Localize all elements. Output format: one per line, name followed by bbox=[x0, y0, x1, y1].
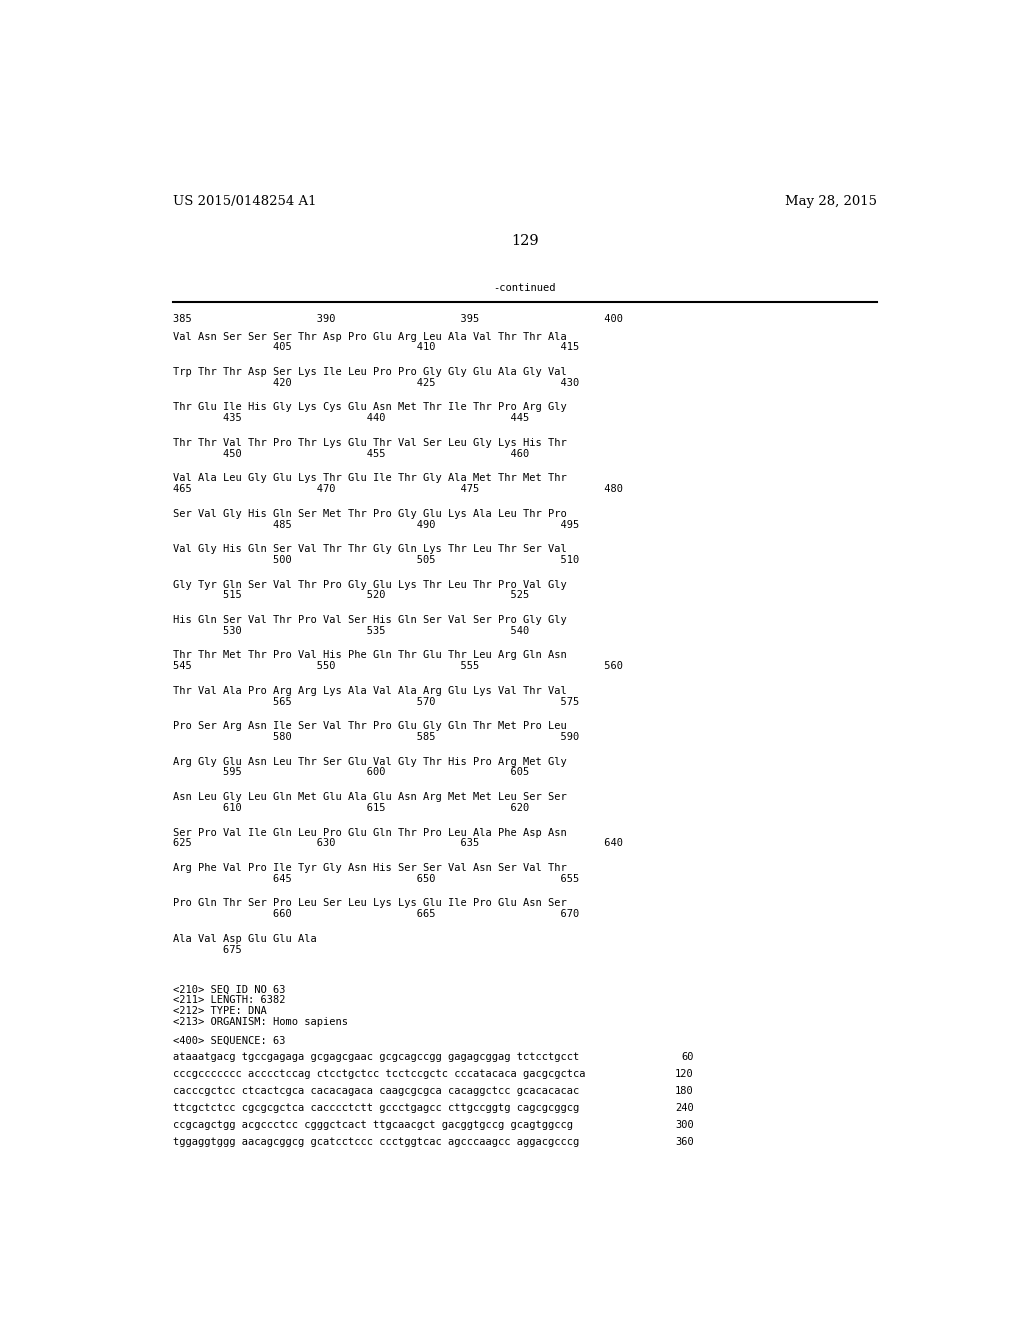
Text: 580                    585                    590: 580 585 590 bbox=[173, 733, 580, 742]
Text: 645                    650                    655: 645 650 655 bbox=[173, 874, 580, 883]
Text: 465                    470                    475                    480: 465 470 475 480 bbox=[173, 484, 623, 494]
Text: May 28, 2015: May 28, 2015 bbox=[784, 195, 877, 209]
Text: 435                    440                    445: 435 440 445 bbox=[173, 413, 529, 424]
Text: Val Ala Leu Gly Glu Lys Thr Glu Ile Thr Gly Ala Met Thr Met Thr: Val Ala Leu Gly Glu Lys Thr Glu Ile Thr … bbox=[173, 474, 566, 483]
Text: 610                    615                    620: 610 615 620 bbox=[173, 803, 529, 813]
Text: -continued: -continued bbox=[494, 284, 556, 293]
Text: Val Gly His Gln Ser Val Thr Thr Gly Gln Lys Thr Leu Thr Ser Val: Val Gly His Gln Ser Val Thr Thr Gly Gln … bbox=[173, 544, 566, 554]
Text: 120: 120 bbox=[675, 1069, 693, 1080]
Text: 485                    490                    495: 485 490 495 bbox=[173, 520, 580, 529]
Text: Asn Leu Gly Leu Gln Met Glu Ala Glu Asn Arg Met Met Leu Ser Ser: Asn Leu Gly Leu Gln Met Glu Ala Glu Asn … bbox=[173, 792, 566, 803]
Text: Arg Gly Glu Asn Leu Thr Ser Glu Val Gly Thr His Pro Arg Met Gly: Arg Gly Glu Asn Leu Thr Ser Glu Val Gly … bbox=[173, 756, 566, 767]
Text: 405                    410                    415: 405 410 415 bbox=[173, 342, 580, 352]
Text: Ser Val Gly His Gln Ser Met Thr Pro Gly Glu Lys Ala Leu Thr Pro: Ser Val Gly His Gln Ser Met Thr Pro Gly … bbox=[173, 508, 566, 519]
Text: 129: 129 bbox=[511, 234, 539, 248]
Text: Ala Val Asp Glu Glu Ala: Ala Val Asp Glu Glu Ala bbox=[173, 933, 316, 944]
Text: 625                    630                    635                    640: 625 630 635 640 bbox=[173, 838, 623, 849]
Text: Thr Thr Val Thr Pro Thr Lys Glu Thr Val Ser Leu Gly Lys His Thr: Thr Thr Val Thr Pro Thr Lys Glu Thr Val … bbox=[173, 438, 566, 447]
Text: <212> TYPE: DNA: <212> TYPE: DNA bbox=[173, 1006, 266, 1016]
Text: US 2015/0148254 A1: US 2015/0148254 A1 bbox=[173, 195, 316, 209]
Text: 240: 240 bbox=[675, 1104, 693, 1113]
Text: 545                    550                    555                    560: 545 550 555 560 bbox=[173, 661, 623, 671]
Text: Val Asn Ser Ser Ser Thr Asp Pro Glu Arg Leu Ala Val Thr Thr Ala: Val Asn Ser Ser Ser Thr Asp Pro Glu Arg … bbox=[173, 331, 566, 342]
Text: 360: 360 bbox=[675, 1137, 693, 1147]
Text: Thr Glu Ile His Gly Lys Cys Glu Asn Met Thr Ile Thr Pro Arg Gly: Thr Glu Ile His Gly Lys Cys Glu Asn Met … bbox=[173, 403, 566, 412]
Text: 500                    505                    510: 500 505 510 bbox=[173, 554, 580, 565]
Text: cccgccccccc acccctccag ctcctgctcc tcctccgctc cccatacaca gacgcgctca: cccgccccccc acccctccag ctcctgctcc tcctcc… bbox=[173, 1069, 586, 1080]
Text: tggaggtggg aacagcggcg gcatcctccc ccctggtcac agcccaagcc aggacgcccg: tggaggtggg aacagcggcg gcatcctccc ccctggt… bbox=[173, 1137, 580, 1147]
Text: His Gln Ser Val Thr Pro Val Ser His Gln Ser Val Ser Pro Gly Gly: His Gln Ser Val Thr Pro Val Ser His Gln … bbox=[173, 615, 566, 624]
Text: Ser Pro Val Ile Gln Leu Pro Glu Gln Thr Pro Leu Ala Phe Asp Asn: Ser Pro Val Ile Gln Leu Pro Glu Gln Thr … bbox=[173, 828, 566, 837]
Text: 180: 180 bbox=[675, 1086, 693, 1096]
Text: 660                    665                    670: 660 665 670 bbox=[173, 909, 580, 919]
Text: cacccgctcc ctcactcgca cacacagaca caagcgcgca cacaggctcc gcacacacac: cacccgctcc ctcactcgca cacacagaca caagcgc… bbox=[173, 1086, 580, 1096]
Text: Thr Thr Met Thr Pro Val His Phe Gln Thr Glu Thr Leu Arg Gln Asn: Thr Thr Met Thr Pro Val His Phe Gln Thr … bbox=[173, 651, 566, 660]
Text: Gly Tyr Gln Ser Val Thr Pro Gly Glu Lys Thr Leu Thr Pro Val Gly: Gly Tyr Gln Ser Val Thr Pro Gly Glu Lys … bbox=[173, 579, 566, 590]
Text: 595                    600                    605: 595 600 605 bbox=[173, 767, 529, 777]
Text: 420                    425                    430: 420 425 430 bbox=[173, 378, 580, 388]
Text: 450                    455                    460: 450 455 460 bbox=[173, 449, 529, 458]
Text: ttcgctctcc cgcgcgctca cacccctctt gccctgagcc cttgccggtg cagcgcggcg: ttcgctctcc cgcgcgctca cacccctctt gccctga… bbox=[173, 1104, 580, 1113]
Text: <400> SEQUENCE: 63: <400> SEQUENCE: 63 bbox=[173, 1035, 286, 1045]
Text: Thr Val Ala Pro Arg Arg Lys Ala Val Ala Arg Glu Lys Val Thr Val: Thr Val Ala Pro Arg Arg Lys Ala Val Ala … bbox=[173, 686, 566, 696]
Text: ataaatgacg tgccgagaga gcgagcgaac gcgcagccgg gagagcggag tctcctgcct: ataaatgacg tgccgagaga gcgagcgaac gcgcagc… bbox=[173, 1052, 580, 1063]
Text: ccgcagctgg acgccctcc cgggctcact ttgcaacgct gacggtgccg gcagtggccg: ccgcagctgg acgccctcc cgggctcact ttgcaacg… bbox=[173, 1121, 573, 1130]
Text: <211> LENGTH: 6382: <211> LENGTH: 6382 bbox=[173, 995, 286, 1006]
Text: <213> ORGANISM: Homo sapiens: <213> ORGANISM: Homo sapiens bbox=[173, 1016, 348, 1027]
Text: 60: 60 bbox=[681, 1052, 693, 1063]
Text: 675: 675 bbox=[173, 945, 242, 954]
Text: <210> SEQ ID NO 63: <210> SEQ ID NO 63 bbox=[173, 985, 286, 994]
Text: 530                    535                    540: 530 535 540 bbox=[173, 626, 529, 636]
Text: Trp Thr Thr Asp Ser Lys Ile Leu Pro Pro Gly Gly Glu Ala Gly Val: Trp Thr Thr Asp Ser Lys Ile Leu Pro Pro … bbox=[173, 367, 566, 378]
Text: 515                    520                    525: 515 520 525 bbox=[173, 590, 529, 601]
Text: Arg Phe Val Pro Ile Tyr Gly Asn His Ser Ser Val Asn Ser Val Thr: Arg Phe Val Pro Ile Tyr Gly Asn His Ser … bbox=[173, 863, 566, 873]
Text: 385                    390                    395                    400: 385 390 395 400 bbox=[173, 314, 623, 323]
Text: Pro Gln Thr Ser Pro Leu Ser Leu Lys Lys Glu Ile Pro Glu Asn Ser: Pro Gln Thr Ser Pro Leu Ser Leu Lys Lys … bbox=[173, 899, 566, 908]
Text: Pro Ser Arg Asn Ile Ser Val Thr Pro Glu Gly Gln Thr Met Pro Leu: Pro Ser Arg Asn Ile Ser Val Thr Pro Glu … bbox=[173, 721, 566, 731]
Text: 300: 300 bbox=[675, 1121, 693, 1130]
Text: 565                    570                    575: 565 570 575 bbox=[173, 697, 580, 706]
